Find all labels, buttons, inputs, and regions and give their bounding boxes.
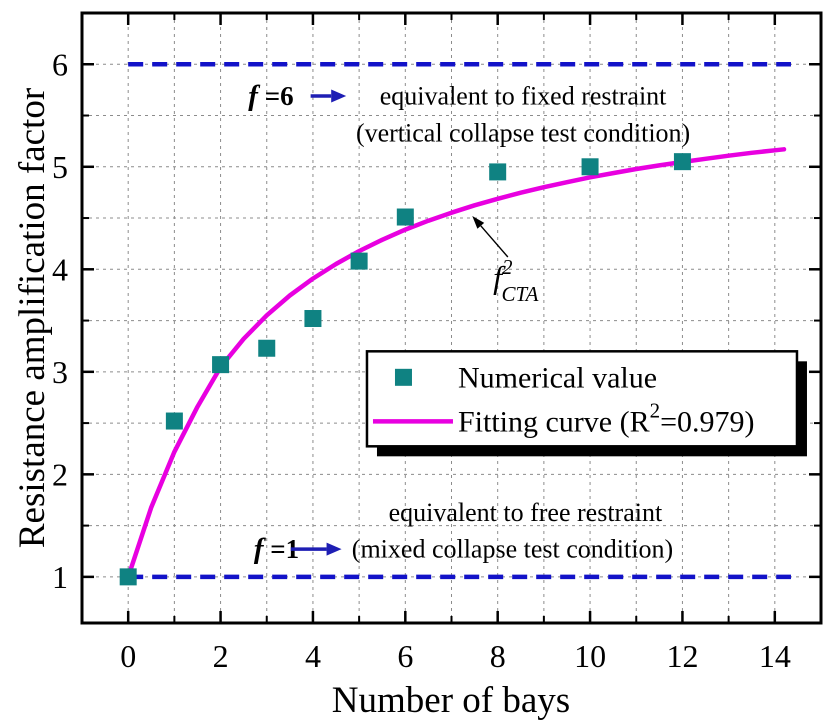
x-tick-label: 8 [490, 638, 506, 674]
legend: Numerical value Fitting curve (R2=0.979) [365, 350, 807, 457]
legend-label-part: =0.979) [660, 405, 754, 438]
annotation-fixed-restraint-line2: (vertical collapse test condition) [356, 118, 690, 147]
y-tick-label: 2 [52, 456, 68, 492]
annotation-fixed-restraint-line1: equivalent to fixed restraint [380, 82, 667, 111]
x-axis-title: Number of bays [332, 680, 570, 721]
data-point [165, 412, 183, 430]
annotation-free-restraint-line1: equivalent to free restraint [389, 498, 663, 527]
data-point [212, 356, 230, 374]
y-tick-label: 6 [52, 46, 68, 82]
curve-formula-sub: CTA [501, 282, 538, 306]
x-tick-label: 12 [666, 638, 698, 674]
x-tick-label: 14 [759, 638, 791, 674]
y-axis-title: Resistance amplification factor [12, 88, 53, 548]
curve-formula-sup: 2 [502, 255, 513, 279]
legend-label-part: 2 [650, 398, 661, 422]
y-tick-label: 1 [52, 559, 68, 595]
data-point [581, 158, 599, 176]
y-tick-label: 4 [52, 251, 68, 287]
legend-label: Numerical value [458, 361, 657, 394]
data-point [350, 252, 368, 270]
reference-lines [128, 62, 791, 580]
legend-label-part: Fitting curve (R [458, 405, 650, 438]
annotation-f6-label-value: =6 [258, 81, 294, 111]
annotation-free-restraint-line2: (mixed collapse test condition) [352, 535, 673, 564]
curve-formula-arrow-shaft [480, 225, 509, 258]
f1-arrow-head [326, 542, 342, 556]
x-tick-label: 4 [305, 638, 321, 674]
annotation-f6-label: f =6 [248, 80, 293, 112]
curve-formula-arrow-head [472, 215, 485, 229]
f6-arrow [310, 89, 347, 103]
x-tick-label: 6 [397, 638, 413, 674]
x-tick-label: 10 [574, 638, 606, 674]
data-point [396, 208, 414, 226]
data-point [489, 163, 507, 181]
data-point [119, 568, 137, 586]
ticks-layer [82, 13, 821, 623]
legend-label-part: Numerical value [458, 361, 657, 394]
y-tick-label: 3 [52, 354, 68, 390]
annotations-layer: f =6 equivalent to fixed restraint (vertic… [248, 80, 690, 565]
curve-formula-arrow [472, 215, 509, 258]
f1-arrow [290, 542, 342, 556]
data-point [673, 153, 691, 171]
data-points-layer [119, 153, 691, 586]
f6-arrow-head [331, 89, 347, 103]
legend-marker-square [394, 368, 412, 386]
x-tick-label: 2 [213, 638, 229, 674]
x-tick-label: 0 [120, 638, 136, 674]
legend-box [365, 350, 799, 448]
y-tick-label: 5 [52, 149, 68, 185]
data-point [304, 310, 322, 328]
legend-label: Fitting curve (R2=0.979) [458, 398, 755, 438]
curve-formula-label: f2 CTA [493, 255, 539, 306]
data-point [258, 339, 276, 357]
